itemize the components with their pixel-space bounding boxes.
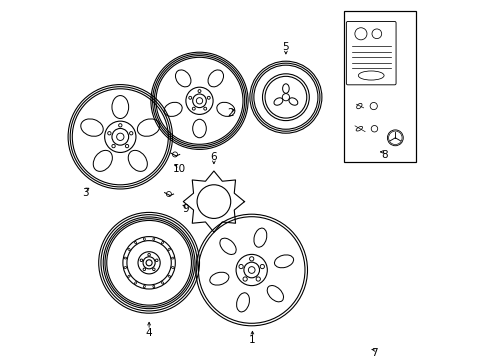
Text: 1: 1 — [248, 335, 255, 345]
Text: 7: 7 — [371, 348, 377, 358]
Text: 9: 9 — [182, 204, 188, 214]
Text: 5: 5 — [282, 42, 288, 52]
Text: 3: 3 — [82, 188, 88, 198]
Bar — [343, 11, 415, 162]
Text: 4: 4 — [145, 328, 152, 338]
Text: 8: 8 — [380, 150, 386, 160]
Text: 2: 2 — [226, 108, 233, 118]
Text: 10: 10 — [172, 164, 185, 174]
Text: 6: 6 — [210, 152, 217, 162]
